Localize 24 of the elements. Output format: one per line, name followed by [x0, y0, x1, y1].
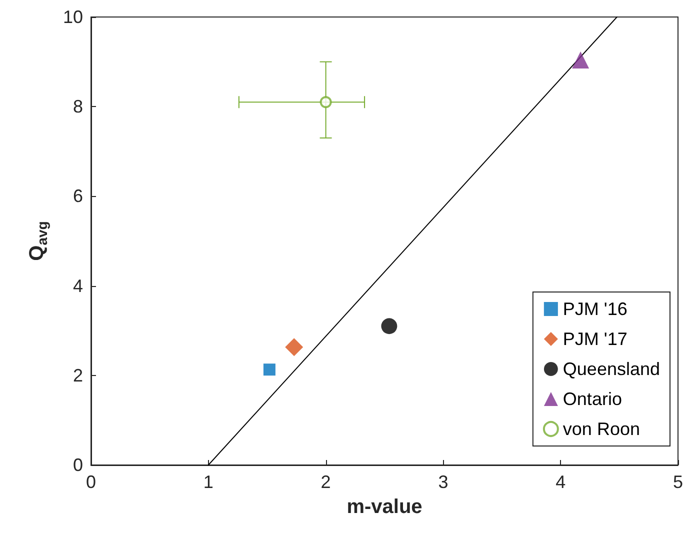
x-axis-title: m-value	[346, 496, 422, 518]
y-axis-title: Qavg	[26, 221, 50, 261]
point	[285, 338, 304, 356]
y-tick-label: 8	[72, 96, 83, 117]
legend-label: PJM '16	[562, 299, 628, 319]
legend-label: PJM '17	[562, 329, 628, 349]
point	[381, 318, 398, 334]
point	[320, 96, 332, 108]
y-tick-label: 0	[72, 455, 83, 475]
legend-label: von Roon	[562, 419, 640, 439]
point	[263, 364, 276, 376]
y-tick-label: 4	[72, 276, 83, 296]
legend-label: Ontario	[562, 389, 622, 409]
x-tick-label: 2	[320, 472, 331, 492]
y-tick-label: 10	[62, 7, 83, 27]
x-tick-label: 3	[438, 472, 448, 492]
y-tick-label: 6	[72, 186, 83, 206]
legend-label: Queensland	[562, 359, 660, 379]
x-tick-label: 4	[556, 472, 566, 492]
x-tick-label: 5	[672, 472, 684, 492]
x-tick-label: 1	[203, 472, 214, 492]
x-tick-label: 0	[86, 472, 96, 492]
y-tick-label: 2	[72, 365, 83, 386]
point	[572, 52, 590, 69]
